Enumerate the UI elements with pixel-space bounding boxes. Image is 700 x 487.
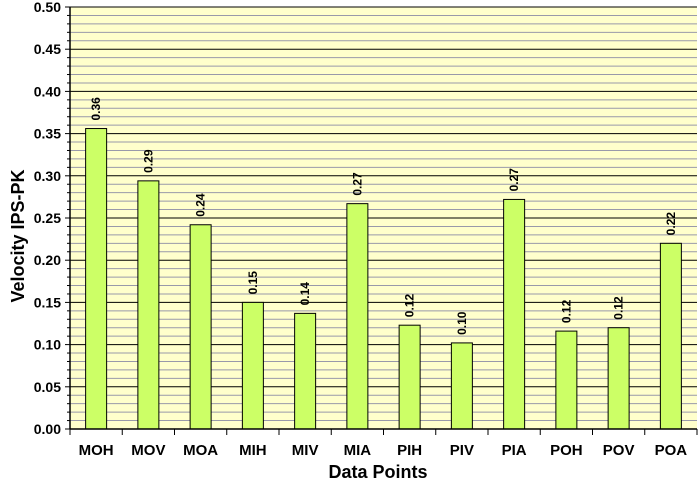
x-tick-label: MIA — [344, 442, 372, 459]
data-label-pov: 0.12 — [612, 296, 626, 320]
y-tick-label: 0.05 — [34, 379, 61, 395]
x-axis: MOH MOV MOA MIH MIV MIA PIH PIV PIA POH POV POA — [69, 429, 698, 459]
x-tick-label: MIV — [292, 442, 319, 459]
y-tick-label: 0.20 — [34, 252, 61, 268]
x-tick-label: POH — [550, 442, 583, 459]
data-label-piv: 0.10 — [455, 311, 469, 335]
y-axis-title: Velocity IPS-PK — [8, 169, 28, 302]
x-tick-label: MIH — [239, 442, 267, 459]
x-tick-label: MOV — [131, 442, 165, 459]
x-tick-label: PIH — [397, 442, 422, 459]
bar-miv — [294, 312, 317, 430]
data-label-mih: 0.15 — [246, 271, 260, 295]
data-label-poh: 0.12 — [559, 299, 573, 323]
y-tick-label: 0.10 — [34, 337, 61, 353]
data-label-mia: 0.27 — [350, 172, 364, 196]
x-tick-label: MOH — [79, 442, 114, 459]
bar-pia — [503, 198, 526, 430]
data-label-mov: 0.29 — [141, 149, 155, 173]
y-tick-label: 0.00 — [34, 421, 61, 437]
bar-mih — [241, 301, 264, 430]
y-tick-label: 0.30 — [34, 168, 61, 184]
bar-poa — [659, 242, 682, 430]
y-tick-label: 0.45 — [34, 41, 61, 57]
y-tick-label: 0.40 — [34, 83, 61, 99]
data-label-poa: 0.22 — [664, 212, 678, 236]
bar-moh — [85, 128, 108, 430]
x-tick-label: POV — [603, 442, 635, 459]
bar-moa — [189, 224, 212, 430]
y-tick-label: 0.50 — [34, 0, 61, 15]
x-axis-title: Data Points — [328, 462, 427, 482]
major-gridlines — [70, 6, 697, 388]
data-label-pia: 0.27 — [507, 168, 521, 192]
x-tick-label: MOA — [183, 442, 218, 459]
x-tick-label: POA — [655, 442, 688, 459]
bar-mia — [346, 203, 369, 430]
minor-gridlines — [70, 14, 697, 422]
bar-pov — [607, 327, 630, 430]
y-tick-label: 0.35 — [34, 126, 61, 142]
bar-piv — [450, 342, 473, 430]
data-label-moa: 0.24 — [194, 193, 208, 217]
data-label-miv: 0.14 — [298, 282, 312, 306]
bar-pih — [398, 324, 421, 430]
bar-poh — [555, 330, 578, 430]
bar-mov — [137, 180, 160, 430]
bar-series — [85, 128, 682, 430]
y-axis: 0.00 0.05 0.10 0.15 0.20 0.25 0.30 0.35 0.40 0.45… — [34, 0, 70, 437]
data-label-pih: 0.12 — [403, 294, 417, 318]
data-label-moh: 0.36 — [89, 97, 103, 121]
x-tick-label: PIV — [450, 442, 474, 459]
x-tick-label: PIA — [502, 442, 527, 459]
data-labels: 0.36 0.29 0.24 0.15 0.14 0.27 0.12 0.10 0.27 0.12… — [89, 97, 678, 335]
y-tick-label: 0.25 — [34, 210, 61, 226]
y-tick-label: 0.15 — [34, 294, 61, 310]
